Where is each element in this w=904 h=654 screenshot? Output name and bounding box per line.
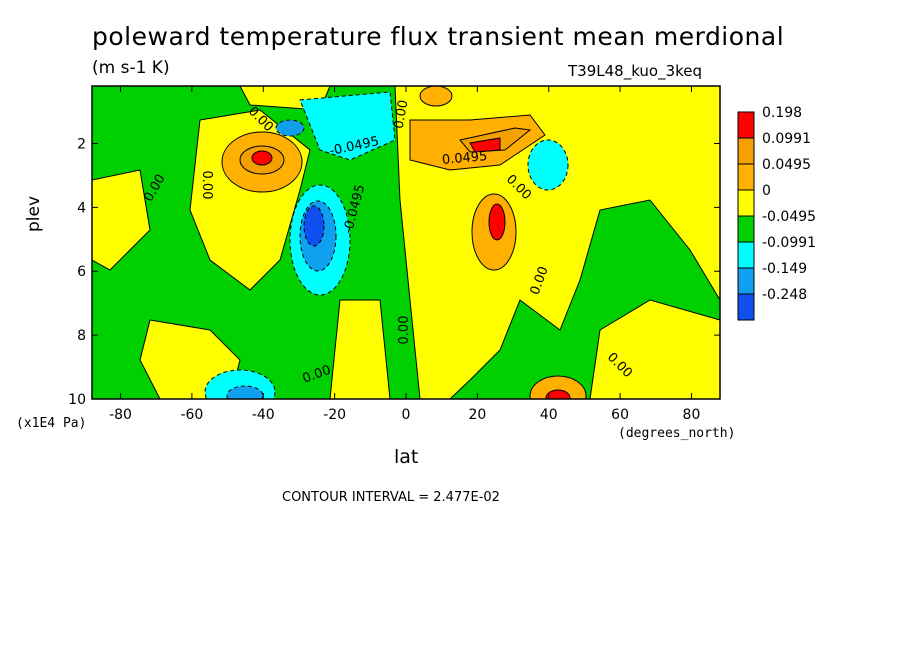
negative-region bbox=[303, 205, 325, 247]
legend-swatch bbox=[737, 111, 755, 139]
y-tick-label: 10 bbox=[68, 392, 86, 408]
x-tick-label: -60 bbox=[180, 407, 203, 423]
chart-units: (m s-1 K) bbox=[92, 58, 170, 78]
legend-swatch bbox=[737, 293, 755, 321]
legend-label: 0.198 bbox=[762, 105, 802, 121]
y-tick-label: 8 bbox=[77, 328, 86, 344]
plot-field bbox=[92, 86, 720, 399]
contour-label: 0.00 bbox=[199, 171, 214, 200]
positive-region bbox=[589, 299, 720, 399]
negative-region-layer bbox=[204, 91, 569, 399]
negative-region bbox=[527, 139, 569, 191]
x-tick-label: 80 bbox=[683, 407, 701, 423]
negative-region bbox=[275, 119, 305, 137]
contour-label: 0.00 bbox=[397, 316, 412, 345]
legend-label: -0.0991 bbox=[762, 235, 816, 251]
chart-title: poleward temperature flux transient mean… bbox=[92, 22, 785, 51]
legend-swatch bbox=[737, 137, 755, 165]
y-axis-units: (x1E4 Pa) bbox=[16, 416, 87, 431]
legend-label: 0 bbox=[762, 183, 771, 199]
x-tick-label: 0 bbox=[402, 407, 411, 423]
x-tick-label: -80 bbox=[109, 407, 132, 423]
legend-label: 0.0991 bbox=[762, 131, 811, 147]
legend-swatch bbox=[737, 189, 755, 217]
positive-core bbox=[251, 150, 273, 166]
legend-label: 0.0495 bbox=[762, 157, 811, 173]
legend-label: -0.0495 bbox=[762, 209, 816, 225]
legend-swatch bbox=[737, 241, 755, 269]
contour-label: 0.00 bbox=[392, 99, 412, 130]
positive-region bbox=[329, 299, 391, 399]
axis-ticks: -80 -60 -40 -20 0 20 40 60 80 2 4 6 8 10 bbox=[68, 86, 720, 423]
contour-label: 0.0495 bbox=[441, 149, 488, 168]
positive-region bbox=[92, 169, 151, 271]
legend-label: -0.248 bbox=[762, 287, 807, 303]
contour-interval: CONTOUR INTERVAL = 2.477E-02 bbox=[282, 490, 500, 505]
x-tick-label: -40 bbox=[252, 407, 275, 423]
positive-core bbox=[529, 375, 587, 399]
x-tick-label: 60 bbox=[611, 407, 629, 423]
positive-core bbox=[469, 137, 501, 153]
legend-label: -0.149 bbox=[762, 261, 807, 277]
positive-core bbox=[419, 86, 453, 107]
color-legend: 0.198 0.0991 0.0495 0 -0.0495 -0.0991 -0.149 -0… bbox=[737, 105, 816, 321]
positive-core bbox=[545, 389, 571, 399]
legend-swatch bbox=[737, 215, 755, 243]
y-tick-label: 6 bbox=[77, 264, 86, 280]
x-tick-label: -20 bbox=[323, 407, 346, 423]
x-axis-units: (degrees_north) bbox=[618, 426, 736, 441]
legend-swatch bbox=[737, 267, 755, 295]
x-axis-label: lat bbox=[394, 446, 419, 468]
run-label: T39L48_kuo_3keq bbox=[568, 62, 703, 80]
y-tick-label: 4 bbox=[77, 200, 86, 216]
x-tick-label: 40 bbox=[540, 407, 558, 423]
positive-core bbox=[488, 203, 506, 241]
y-tick-label: 2 bbox=[77, 136, 86, 152]
negative-region bbox=[226, 385, 264, 399]
positive-core-layer bbox=[221, 86, 587, 399]
negative-region bbox=[299, 91, 396, 161]
x-tick-label: 20 bbox=[468, 407, 486, 423]
legend-swatch bbox=[737, 163, 755, 191]
